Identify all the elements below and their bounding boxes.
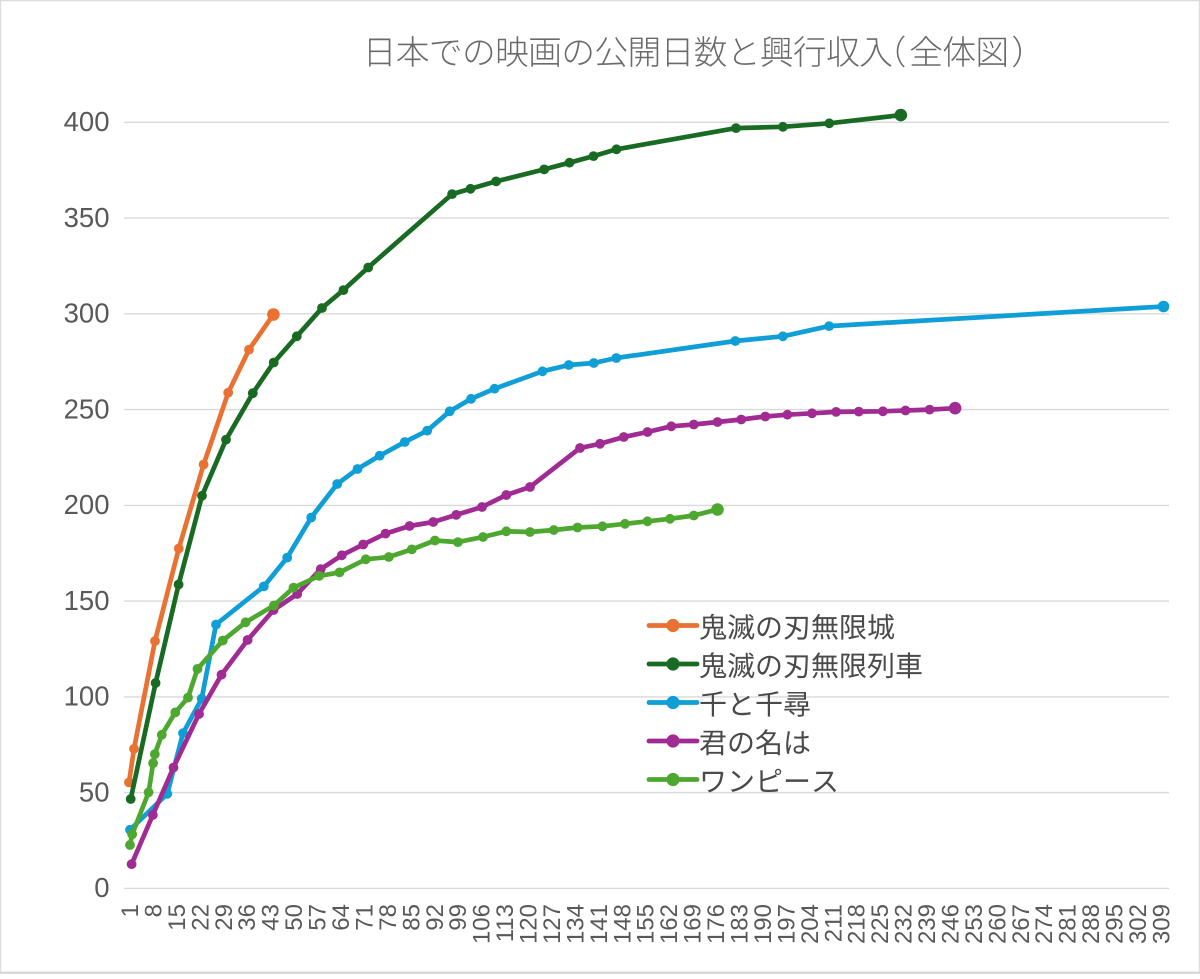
svg-text:288: 288 — [1078, 904, 1105, 944]
svg-text:148: 148 — [609, 904, 636, 944]
svg-text:50: 50 — [281, 904, 308, 931]
svg-text:197: 197 — [773, 904, 800, 944]
svg-text:204: 204 — [797, 904, 824, 944]
svg-text:57: 57 — [305, 904, 332, 931]
svg-text:71: 71 — [351, 904, 378, 931]
svg-text:302: 302 — [1125, 904, 1152, 944]
svg-text:134: 134 — [562, 904, 589, 944]
svg-text:190: 190 — [750, 904, 777, 944]
svg-text:183: 183 — [727, 904, 754, 944]
svg-text:1: 1 — [117, 904, 144, 917]
svg-text:253: 253 — [961, 904, 988, 944]
svg-text:64: 64 — [328, 904, 355, 931]
svg-text:36: 36 — [234, 904, 261, 931]
svg-text:78: 78 — [375, 904, 402, 931]
svg-text:106: 106 — [469, 904, 496, 944]
svg-text:400: 400 — [64, 106, 110, 137]
svg-text:239: 239 — [914, 904, 941, 944]
svg-text:22: 22 — [187, 904, 214, 931]
svg-text:162: 162 — [656, 904, 683, 944]
svg-text:211: 211 — [820, 904, 847, 942]
svg-text:169: 169 — [680, 904, 707, 944]
svg-text:309: 309 — [1148, 904, 1175, 944]
svg-text:295: 295 — [1102, 904, 1129, 944]
svg-text:300: 300 — [64, 298, 110, 329]
svg-text:350: 350 — [64, 202, 110, 233]
svg-text:100: 100 — [64, 681, 110, 712]
svg-text:250: 250 — [64, 393, 110, 424]
svg-text:281: 281 — [1055, 904, 1082, 944]
svg-text:85: 85 — [398, 904, 425, 931]
svg-text:15: 15 — [164, 904, 191, 931]
svg-text:150: 150 — [64, 585, 110, 616]
svg-text:8: 8 — [141, 904, 168, 917]
svg-text:50: 50 — [79, 776, 110, 807]
svg-text:99: 99 — [445, 904, 472, 931]
svg-text:260: 260 — [984, 904, 1011, 944]
svg-text:232: 232 — [891, 904, 918, 944]
svg-text:200: 200 — [64, 489, 110, 520]
svg-text:127: 127 — [539, 904, 566, 944]
svg-text:155: 155 — [633, 904, 660, 944]
svg-text:218: 218 — [844, 904, 871, 944]
svg-text:267: 267 — [1008, 904, 1035, 944]
svg-text:176: 176 — [703, 904, 730, 944]
svg-text:225: 225 — [867, 904, 894, 944]
svg-text:43: 43 — [258, 904, 285, 931]
svg-text:141: 141 — [586, 904, 613, 944]
svg-text:274: 274 — [1031, 904, 1058, 944]
svg-text:0: 0 — [94, 872, 109, 903]
svg-text:92: 92 — [422, 904, 449, 931]
svg-text:120: 120 — [516, 904, 543, 944]
svg-text:113: 113 — [492, 904, 519, 942]
svg-text:246: 246 — [938, 904, 965, 944]
svg-text:29: 29 — [211, 904, 238, 931]
